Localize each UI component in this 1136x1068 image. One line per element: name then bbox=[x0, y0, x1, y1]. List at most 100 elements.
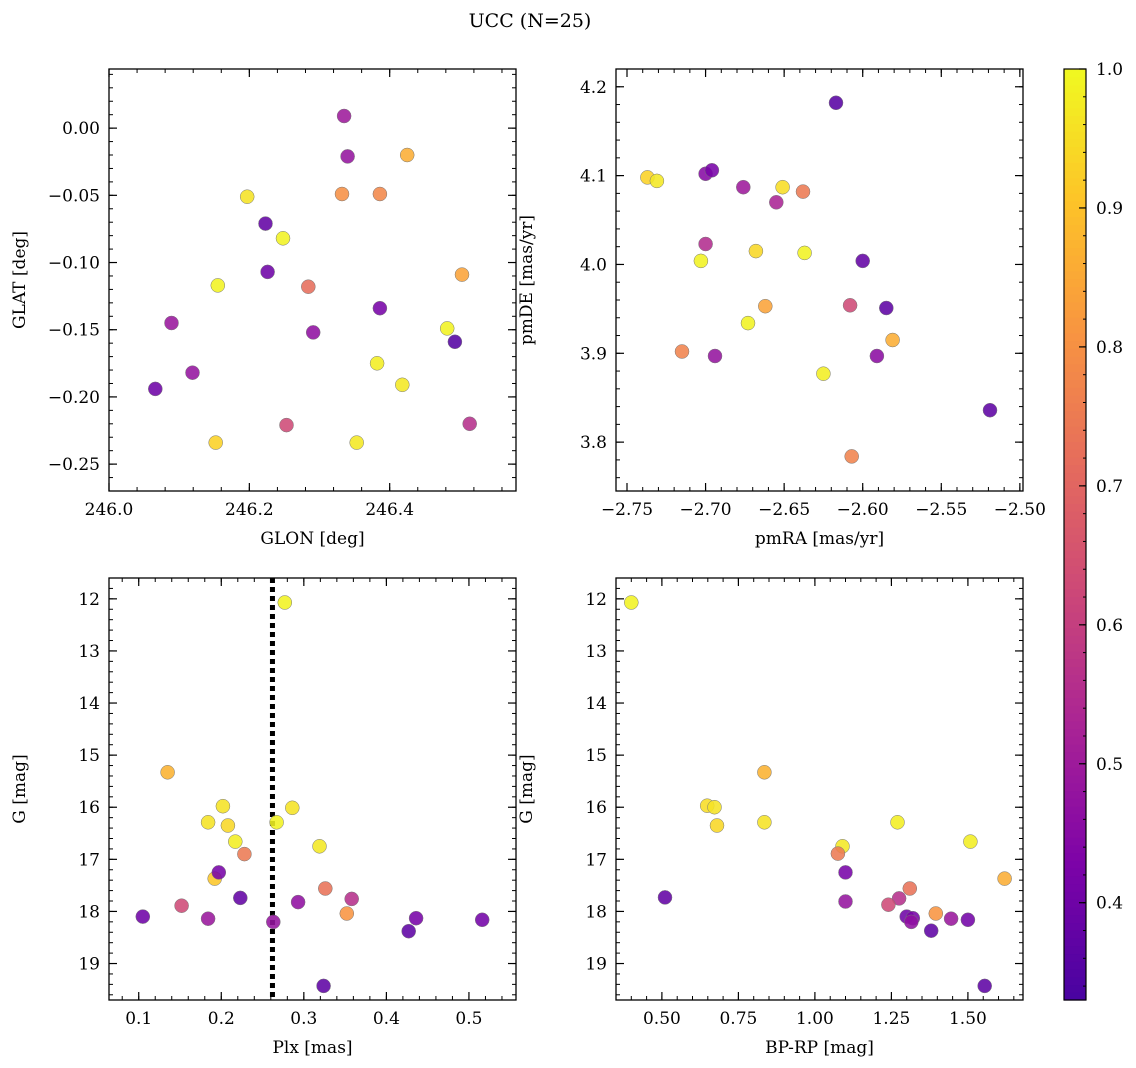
colorbar-band bbox=[1064, 705, 1086, 714]
colorbar-band bbox=[1064, 875, 1086, 885]
colorbar-band bbox=[1064, 348, 1086, 357]
x-tick-label: 0.1 bbox=[125, 1009, 152, 1029]
colorbar-band bbox=[1064, 844, 1086, 854]
x-axis-label: BP-RP [mag] bbox=[765, 1038, 874, 1058]
data-point bbox=[879, 300, 894, 316]
data-point bbox=[748, 243, 764, 259]
data-point bbox=[305, 325, 321, 340]
colorbar-band bbox=[1064, 371, 1086, 380]
x-axis-label: Plx [mas] bbox=[272, 1038, 352, 1058]
y-axis-label: G [mag] bbox=[517, 754, 537, 823]
axes-frame bbox=[615, 68, 1024, 492]
colorbar-band bbox=[1064, 456, 1086, 466]
data-point bbox=[740, 315, 756, 331]
data-point bbox=[709, 818, 725, 833]
colorbar-band bbox=[1064, 363, 1086, 373]
data-point bbox=[736, 179, 751, 195]
x-tick-label: 0.5 bbox=[455, 1009, 482, 1029]
colorbar-band bbox=[1064, 518, 1086, 528]
colorbar-band bbox=[1064, 402, 1086, 411]
x-tick-label: −2.70 bbox=[680, 500, 732, 520]
data-point bbox=[885, 332, 900, 348]
data-point bbox=[339, 906, 355, 921]
data-point bbox=[160, 765, 175, 780]
colorbar: 0.4 0.5 0.6 0.7 0.8 0.9 1.0 bbox=[1063, 60, 1123, 1001]
colorbar-frame bbox=[1063, 68, 1087, 1001]
data-point bbox=[369, 356, 385, 371]
colorbar-band bbox=[1064, 293, 1086, 303]
colorbar-band bbox=[1064, 573, 1086, 582]
panel-plx: 0.1 0.2 0.3 0.4 0.5 12 13 14 15 16 17 18 19 Plx [mas]… bbox=[10, 577, 517, 1058]
colorbar-band bbox=[1064, 100, 1086, 109]
colorbar-band bbox=[1064, 255, 1086, 264]
colorbar-band bbox=[1064, 418, 1086, 427]
data-point bbox=[148, 381, 163, 397]
data-point bbox=[838, 865, 853, 880]
data-point bbox=[997, 871, 1012, 886]
y-tick-label: −0.10 bbox=[48, 254, 100, 274]
y-tick-label: 14 bbox=[585, 694, 607, 714]
data-point bbox=[164, 315, 179, 331]
colorbar-band bbox=[1064, 464, 1086, 474]
data-point bbox=[135, 909, 151, 924]
y-tick-label: 18 bbox=[78, 902, 100, 922]
y-tick-label: 12 bbox=[585, 590, 607, 610]
colorbar-band bbox=[1064, 837, 1086, 846]
x-tick-label: 0.3 bbox=[290, 1009, 317, 1029]
data-point bbox=[928, 906, 944, 921]
colorbar-band bbox=[1064, 247, 1086, 256]
colorbar-band bbox=[1064, 503, 1086, 512]
y-tick-label: −0.15 bbox=[48, 321, 100, 341]
data-point bbox=[200, 815, 216, 830]
data-point bbox=[769, 195, 784, 210]
colorbar-band bbox=[1064, 775, 1086, 784]
data-point bbox=[838, 894, 853, 909]
data-point bbox=[210, 278, 226, 293]
colorbar-band bbox=[1064, 720, 1086, 730]
data-point bbox=[698, 236, 713, 252]
data-point bbox=[285, 800, 300, 816]
y-tick-label: −0.05 bbox=[48, 186, 100, 206]
data-point bbox=[649, 173, 665, 189]
data-point bbox=[340, 149, 355, 164]
data-point bbox=[797, 245, 812, 261]
data-point bbox=[757, 815, 772, 830]
data-point bbox=[775, 179, 790, 195]
colorbar-band bbox=[1064, 666, 1086, 675]
data-point bbox=[372, 186, 388, 202]
colorbar-band bbox=[1064, 829, 1086, 838]
x-tick-label: 246.4 bbox=[365, 500, 414, 520]
colorbar-band bbox=[1064, 728, 1086, 737]
colorbar-band bbox=[1064, 743, 1086, 753]
data-point bbox=[336, 108, 352, 124]
data-point bbox=[704, 163, 720, 178]
colorbar-band bbox=[1064, 138, 1086, 148]
colorbar-band bbox=[1064, 689, 1086, 699]
colorbar-band bbox=[1064, 262, 1086, 272]
data-point bbox=[401, 923, 416, 939]
colorbar-tick-label: 0.8 bbox=[1096, 338, 1123, 358]
axes-frame bbox=[108, 577, 517, 1001]
data-point bbox=[693, 253, 709, 269]
data-point bbox=[891, 891, 907, 906]
x-tick-label: 1.25 bbox=[872, 1009, 910, 1029]
colorbar-tick-label: 0.6 bbox=[1096, 616, 1123, 636]
x-tick-label: 0.4 bbox=[373, 1009, 400, 1029]
data-point bbox=[855, 253, 870, 269]
colorbar-band bbox=[1064, 511, 1086, 520]
colorbar-band bbox=[1064, 619, 1086, 629]
colorbar-band bbox=[1064, 309, 1086, 318]
y-tick-label: 14 bbox=[78, 694, 100, 714]
data-point bbox=[290, 894, 306, 910]
panels: 246.0 246.2 246.4 0.00 −0.05 −0.10 −0.15 −0.20 −… bbox=[10, 68, 1046, 1058]
data-point bbox=[185, 365, 200, 380]
panel-lb: 246.0 246.2 246.4 0.00 −0.05 −0.10 −0.15 −0.20 −… bbox=[10, 68, 517, 549]
colorbar-band bbox=[1064, 751, 1086, 761]
colorbar-band bbox=[1064, 697, 1086, 706]
colorbar-band bbox=[1064, 790, 1086, 799]
data-point bbox=[228, 834, 243, 849]
data-point bbox=[399, 147, 415, 163]
data-point bbox=[277, 595, 293, 610]
data-point bbox=[215, 798, 231, 814]
colorbar-band bbox=[1064, 813, 1086, 823]
